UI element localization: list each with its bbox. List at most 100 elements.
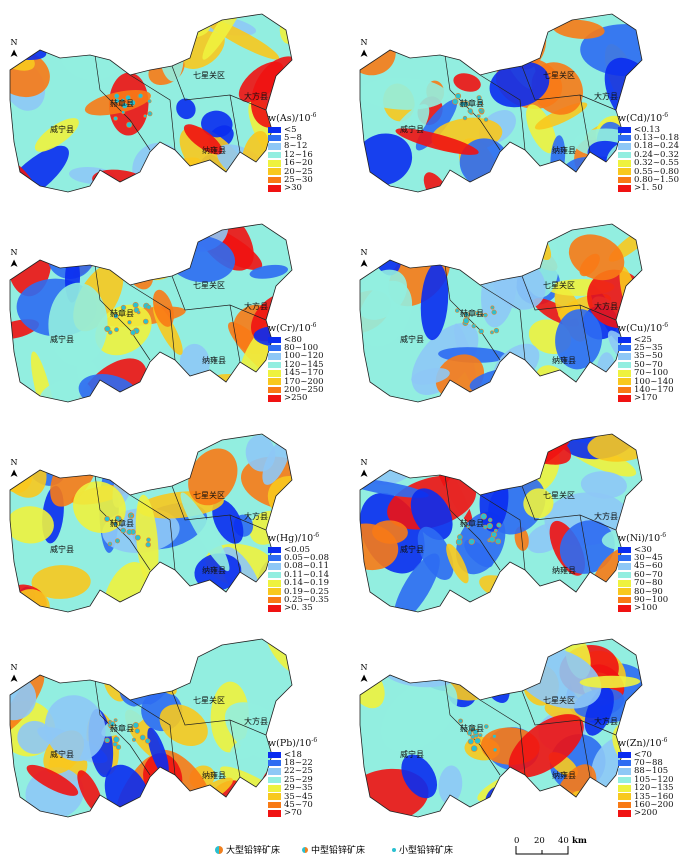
concentration-zone: [438, 765, 463, 805]
deposit-marker: [454, 308, 460, 313]
place-hezhang: 赫章县: [460, 99, 484, 108]
concentration-zone: [506, 224, 552, 261]
region-outline: [9, 13, 293, 193]
legend-item: 90~100: [618, 595, 668, 604]
north-arrow: N ➤: [358, 248, 371, 270]
north-label: N: [360, 248, 368, 257]
legend-item: 140~170: [618, 385, 674, 394]
deposit-marker: [490, 305, 495, 310]
concentration-zone: [395, 128, 479, 155]
concentration-zone: [519, 589, 544, 612]
legend-item: <30: [618, 544, 668, 555]
legend-swatch: [618, 370, 631, 377]
legend-swatch: [268, 151, 281, 159]
north-label: N: [10, 663, 18, 672]
place-dafang: 大方县: [244, 92, 268, 101]
legend-label: <30: [634, 544, 652, 555]
legend-item: 0.32~0.55: [618, 159, 679, 168]
deposit-marker: [115, 515, 120, 521]
legend: w(Hg)/10-6 <0.05 0.05~0.08 0.08~0.11 0.11~0…: [268, 532, 329, 613]
legend-label: 120~135: [634, 783, 674, 794]
place-hezhang: 赫章县: [110, 99, 134, 108]
deposit-marker: [113, 718, 118, 723]
north-arrow-icon: ➤: [7, 468, 21, 479]
concentration-zone: [552, 19, 605, 39]
legend-swatch: [268, 588, 281, 595]
deposit-marker: [467, 730, 473, 736]
legend-label: 0.19~0.25: [284, 586, 329, 597]
county-boundary: [444, 474, 617, 573]
legend: w(Pb)/10-6 <18 18~22 22~25 25~29 29~35 35~45 4…: [268, 737, 317, 818]
legend-label: 0.80~1.50: [634, 174, 679, 185]
map-panel-ni: N ➤ 七星关区 大方县 赫章县 威宁县 纳雍县 w(Ni)/10-6 <30 30…: [350, 420, 700, 625]
concentration-zone: [31, 565, 91, 599]
concentration-zone: [190, 373, 252, 402]
deposit-marker: [472, 728, 479, 735]
legend-item: >30: [268, 184, 316, 193]
legend-label: 80~100: [284, 342, 319, 353]
legend-item: 160~200: [618, 800, 674, 809]
concentration-zone: [490, 32, 507, 60]
legend-label: >0. 35: [284, 603, 313, 614]
deposit-marker: [484, 724, 489, 729]
concentration-zone: [262, 438, 291, 485]
deposit-marker: [132, 737, 137, 742]
legend: w(As)/10-6 <5 5~8 8~12 12~16 16~20 20~25 25~30…: [268, 112, 316, 193]
north-arrow-icon: ➤: [7, 48, 21, 59]
legend-label: 0.25~0.35: [284, 594, 329, 605]
legend-title: w(Hg)/10-6: [268, 532, 320, 545]
legend-label: 0.55~0.80: [634, 166, 679, 177]
legend-label: 45~60: [634, 561, 663, 572]
legend-swatch: [268, 546, 281, 553]
legend-swatch: [618, 386, 631, 394]
scale-tick: 40: [558, 836, 569, 846]
county-boundary: [94, 54, 267, 153]
place-qixingguan: 七星关区: [193, 71, 225, 80]
concentration-zone: [140, 224, 174, 244]
deposit-marker: [483, 312, 488, 318]
place-hezhang: 赫章县: [460, 724, 484, 733]
deposit-marker: [457, 534, 463, 540]
deposit-marker: [478, 733, 483, 738]
legend-swatch: [268, 605, 281, 612]
concentration-zone: [183, 124, 223, 155]
legend-swatch: [618, 185, 631, 192]
legend-label: 18~22: [284, 757, 313, 768]
concentration-zone: [446, 543, 469, 584]
north-label: N: [360, 458, 368, 467]
legend-label: 88~105: [634, 766, 669, 777]
legend-item: 88~105: [618, 766, 674, 777]
deposit-marker: [467, 738, 474, 745]
concentration-zone: [523, 488, 554, 519]
legend-item: 16~20: [268, 159, 316, 168]
region-outline: [9, 638, 293, 818]
deposit-marker: [132, 302, 139, 309]
legend-swatch: [268, 554, 281, 562]
scale-line: [515, 846, 569, 855]
legend-label: 70~100: [634, 368, 669, 379]
place-weining: 威宁县: [50, 750, 74, 759]
scale-unit: km: [572, 836, 587, 846]
concentration-map: [359, 638, 643, 818]
concentration-zone: [159, 434, 217, 449]
legend-item: 45~70: [268, 800, 317, 809]
deposit-marker: [120, 527, 126, 534]
legend-item: 70~88: [618, 758, 674, 767]
legend-swatch: [618, 776, 631, 784]
concentration-zone: [103, 562, 149, 612]
legend-item: 25~29: [268, 775, 317, 784]
deposit-marker: [478, 107, 483, 113]
concentration-zone: [231, 172, 261, 192]
legend-label: 50~70: [634, 359, 663, 370]
legend-swatch: [618, 378, 631, 385]
deposit-marker: [125, 94, 132, 101]
concentration-zone: [10, 506, 54, 544]
concentration-zone: [43, 639, 80, 675]
legend-swatch: [268, 768, 281, 775]
deposit-marker: [104, 516, 110, 522]
deposit-marker: [466, 524, 470, 529]
place-qixingguan: 七星关区: [543, 696, 575, 705]
deposit-marker: [114, 97, 120, 104]
legend-label: 70~80: [634, 578, 663, 589]
